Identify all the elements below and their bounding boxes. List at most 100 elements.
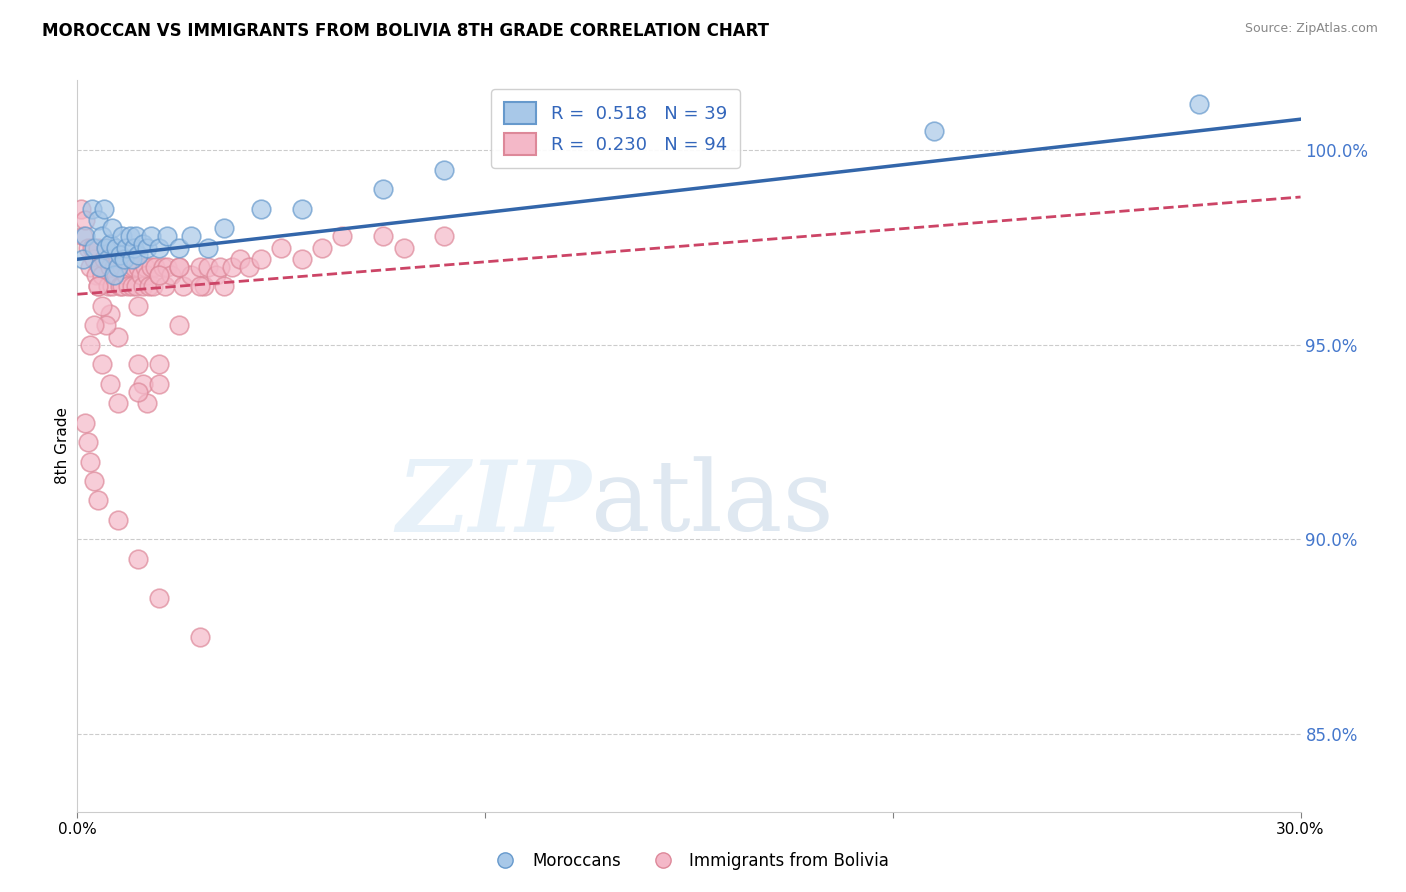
Point xyxy=(94,241,117,255)
Point xyxy=(180,228,202,243)
Y-axis label: 8th Grade: 8th Grade xyxy=(55,408,70,484)
Point xyxy=(148,591,170,605)
Point xyxy=(152,260,174,274)
Point xyxy=(433,228,456,243)
Point xyxy=(101,221,124,235)
Point xyxy=(221,260,243,274)
Point xyxy=(107,396,129,410)
Point xyxy=(115,241,138,255)
Point xyxy=(87,279,110,293)
Point xyxy=(131,279,153,293)
Point xyxy=(93,202,115,216)
Point xyxy=(94,318,117,333)
Point xyxy=(83,252,105,267)
Point xyxy=(98,307,121,321)
Point xyxy=(169,260,191,274)
Point xyxy=(205,268,228,282)
Point xyxy=(120,228,142,243)
Point xyxy=(229,252,252,267)
Point xyxy=(127,248,149,262)
Point xyxy=(332,228,354,243)
Point xyxy=(169,318,191,333)
Point xyxy=(105,241,128,255)
Point xyxy=(111,260,134,274)
Point xyxy=(121,279,143,293)
Point xyxy=(117,279,139,293)
Point xyxy=(90,299,112,313)
Point xyxy=(87,213,110,227)
Point xyxy=(127,551,149,566)
Point xyxy=(148,268,170,282)
Point xyxy=(111,279,134,293)
Point xyxy=(75,213,97,227)
Point xyxy=(103,260,125,274)
Point xyxy=(127,260,149,274)
Point xyxy=(105,268,128,282)
Point xyxy=(93,252,115,267)
Point xyxy=(83,318,105,333)
Point xyxy=(131,376,153,391)
Point xyxy=(80,202,103,216)
Point xyxy=(79,454,101,468)
Point xyxy=(127,384,149,399)
Legend: Moroccans, Immigrants from Bolivia: Moroccans, Immigrants from Bolivia xyxy=(482,846,896,877)
Point xyxy=(76,435,98,450)
Point xyxy=(156,260,179,274)
Point xyxy=(103,268,125,282)
Point xyxy=(108,279,131,293)
Point xyxy=(98,260,121,274)
Point xyxy=(90,357,112,371)
Point xyxy=(90,228,112,243)
Point xyxy=(135,241,157,255)
Point xyxy=(153,279,176,293)
Point xyxy=(188,279,211,293)
Point xyxy=(80,241,103,255)
Point xyxy=(83,474,105,488)
Point xyxy=(127,357,149,371)
Point xyxy=(139,260,162,274)
Point xyxy=(156,228,179,243)
Point xyxy=(160,268,183,282)
Point xyxy=(131,236,153,251)
Point xyxy=(197,241,219,255)
Text: atlas: atlas xyxy=(591,457,834,552)
Point xyxy=(138,279,160,293)
Point xyxy=(129,268,152,282)
Point xyxy=(142,279,165,293)
Point xyxy=(139,228,162,243)
Point xyxy=(238,260,260,274)
Point xyxy=(433,162,456,177)
Point xyxy=(98,236,121,251)
Point xyxy=(172,279,194,293)
Point xyxy=(148,241,170,255)
Point xyxy=(120,260,142,274)
Point xyxy=(212,279,235,293)
Point xyxy=(290,252,312,267)
Point xyxy=(75,228,97,243)
Text: Source: ZipAtlas.com: Source: ZipAtlas.com xyxy=(1244,22,1378,36)
Point xyxy=(79,338,101,352)
Point xyxy=(107,260,129,274)
Point xyxy=(84,268,107,282)
Point xyxy=(112,252,135,267)
Point xyxy=(125,228,148,243)
Text: MOROCCAN VS IMMIGRANTS FROM BOLIVIA 8TH GRADE CORRELATION CHART: MOROCCAN VS IMMIGRANTS FROM BOLIVIA 8TH … xyxy=(42,22,769,40)
Point xyxy=(107,330,129,344)
Point xyxy=(87,493,110,508)
Point xyxy=(72,252,94,267)
Point xyxy=(392,241,415,255)
Point xyxy=(83,241,105,255)
Point xyxy=(79,260,101,274)
Point xyxy=(89,260,111,274)
Point xyxy=(125,279,148,293)
Point xyxy=(89,260,111,274)
Point xyxy=(169,260,191,274)
Point xyxy=(290,202,312,216)
Point xyxy=(135,396,157,410)
Point xyxy=(87,241,110,255)
Point xyxy=(212,221,235,235)
Point xyxy=(98,376,121,391)
Point xyxy=(72,228,94,243)
Point xyxy=(108,248,131,262)
Point xyxy=(75,416,97,430)
